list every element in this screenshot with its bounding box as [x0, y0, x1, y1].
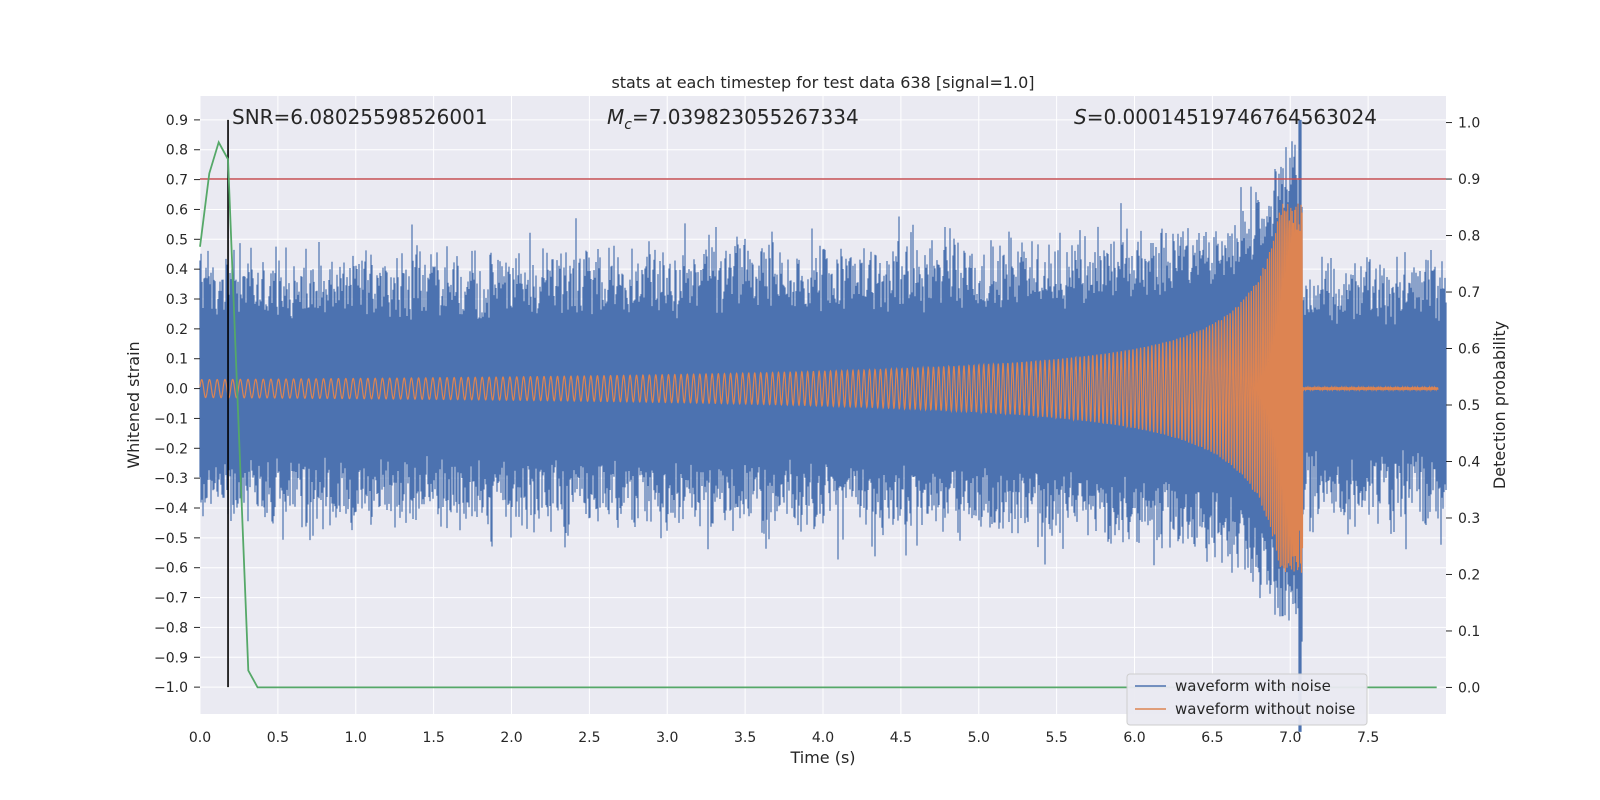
x-tick-label: 7.5: [1357, 730, 1379, 746]
x-tick-label: 2.5: [578, 730, 600, 746]
y-tick-label: −0.1: [154, 411, 188, 427]
x-tick-label: 1.0: [345, 730, 367, 746]
y-tick-label: 0.8: [166, 143, 188, 159]
x-tick-label: 7.0: [1279, 730, 1301, 746]
chirp-mass-annotation: Mc=7.039823055267334: [607, 105, 859, 133]
x-tick-label: 6.0: [1123, 730, 1145, 746]
s-symbol: S: [1074, 105, 1087, 129]
y2-tick-label: 0.4: [1458, 454, 1480, 470]
y-tick-label: −0.2: [154, 441, 188, 457]
clean-waveform-line: [199, 203, 1439, 573]
legend: waveform with noise waveform without noi…: [1126, 673, 1368, 726]
chirp-mass-subscript: c: [624, 117, 632, 133]
x-tick-label: 2.0: [500, 730, 522, 746]
legend-box: [1126, 673, 1368, 726]
y-tick-label: 0.9: [166, 113, 188, 129]
chirp-mass-symbol: M: [607, 105, 624, 129]
series-detection-probability: [199, 139, 1437, 689]
x-tick-label: 6.5: [1201, 730, 1223, 746]
y2-tick-label: 0.1: [1458, 624, 1480, 640]
y-tick-label: −0.9: [154, 650, 188, 666]
s-value: =0.00014519746764563024: [1087, 105, 1377, 129]
y-tick-label: 0.1: [166, 352, 188, 368]
y-tick-label: 0.7: [166, 173, 188, 189]
y2-tick-label: 0.5: [1458, 398, 1480, 414]
x-tick-label: 4.0: [812, 730, 834, 746]
y2-tick-label: 0.2: [1458, 567, 1480, 583]
y-tick-label: 0.0: [166, 382, 188, 398]
y-tick-label: 0.6: [166, 202, 188, 218]
x-axis-label: Time (s): [789, 748, 855, 767]
y-tick-label: 0.4: [166, 262, 188, 278]
x-tick-label: 0.5: [267, 730, 289, 746]
snr-annotation: SNR=6.08025598526001: [232, 105, 488, 129]
y-tick-label: −0.6: [154, 561, 188, 577]
series-waveform-without-noise: [199, 203, 1439, 573]
y-tick-label: −0.3: [154, 471, 188, 487]
legend-label-noise: waveform with noise: [1175, 677, 1331, 695]
y2-tick-label: 1.0: [1458, 116, 1480, 132]
legend-label-clean: waveform without noise: [1175, 700, 1355, 718]
y-axis-label: Whitened strain: [124, 341, 143, 468]
chirp-mass-value: =7.039823055267334: [632, 105, 859, 129]
y2-tick-label: 0.7: [1458, 285, 1480, 301]
y-tick-label: 0.2: [166, 322, 188, 338]
y-tick-label: −0.5: [154, 531, 188, 547]
y-tick-label: −0.7: [154, 591, 188, 607]
x-tick-label: 5.5: [1045, 730, 1067, 746]
y2-tick-label: 0.0: [1458, 680, 1480, 696]
y2-axis-label: Detection probability: [1490, 321, 1509, 489]
probability-line: [199, 139, 1437, 689]
ticks: 0.0 0.5 1.0 1.5 2.0 2.5 3.0 3.5 4.0 4.5 5.0 5.5 6.0 6…: [154, 113, 1480, 746]
chart-title: stats at each timestep for test data 638…: [611, 73, 1034, 92]
y2-tick-label: 0.8: [1458, 229, 1480, 245]
x-tick-label: 0.0: [189, 730, 211, 746]
y2-tick-label: 0.6: [1458, 342, 1480, 358]
overlay-lines: [200, 119, 1446, 688]
y-tick-label: 0.5: [166, 232, 188, 248]
y-tick-label: −1.0: [154, 680, 188, 696]
s-annotation: S=0.00014519746764563024: [1074, 105, 1377, 129]
y-tick-label: −0.8: [154, 620, 188, 636]
y2-tick-label: 0.9: [1458, 172, 1480, 188]
x-tick-label: 3.5: [734, 730, 756, 746]
y-tick-label: −0.4: [154, 501, 188, 517]
y2-tick-label: 0.3: [1458, 511, 1480, 527]
x-tick-label: 3.0: [656, 730, 678, 746]
x-tick-label: 5.0: [968, 730, 990, 746]
y-tick-label: 0.3: [166, 292, 188, 308]
x-tick-label: 4.5: [890, 730, 912, 746]
x-tick-label: 1.5: [422, 730, 444, 746]
